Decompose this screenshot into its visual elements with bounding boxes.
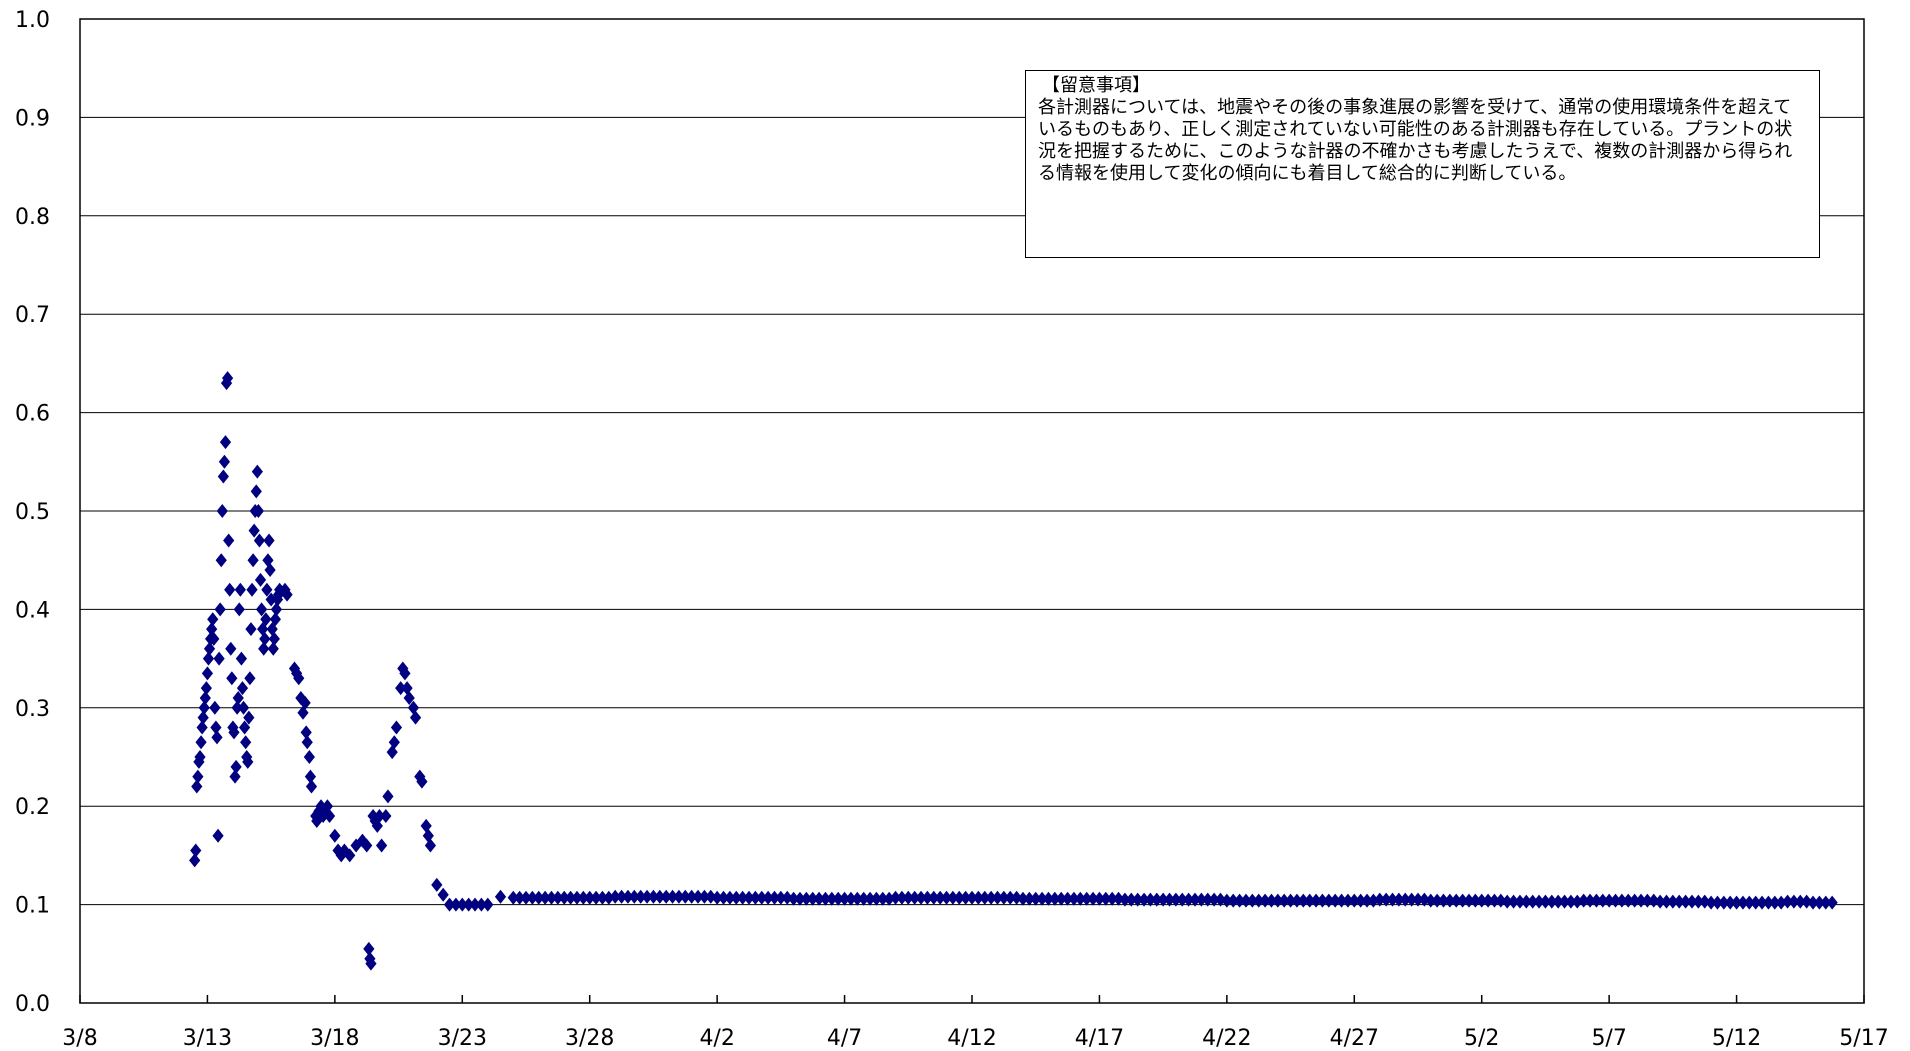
data-point [263, 534, 274, 548]
y-tick-label: 0.4 [15, 598, 50, 623]
data-point [421, 819, 432, 833]
data-point [234, 602, 245, 616]
data-points [189, 371, 1838, 970]
y-tick-label: 1.0 [15, 8, 50, 33]
data-point [255, 573, 266, 587]
data-point [425, 839, 436, 853]
data-point [382, 789, 393, 803]
data-point [244, 671, 255, 685]
data-point [235, 583, 246, 597]
data-point [423, 829, 434, 843]
x-tick-label: 5/12 [1712, 1026, 1761, 1051]
data-point [259, 632, 270, 646]
x-tick-label: 4/7 [827, 1026, 862, 1051]
data-point [391, 720, 402, 734]
y-tick-label: 0.2 [15, 795, 50, 820]
data-point [482, 898, 493, 912]
data-point [207, 612, 218, 626]
x-tick-label: 3/8 [62, 1026, 97, 1051]
x-tick-label: 3/13 [183, 1026, 232, 1051]
data-point [202, 666, 213, 680]
data-point [410, 711, 421, 725]
x-tick-label: 4/2 [699, 1026, 734, 1051]
data-point [251, 484, 262, 498]
data-point [225, 642, 236, 656]
data-point [302, 735, 313, 749]
data-point [262, 553, 273, 567]
data-point [264, 563, 275, 577]
y-tick-label: 0.9 [15, 106, 50, 131]
x-tick-label: 5/7 [1591, 1026, 1626, 1051]
data-point [252, 465, 263, 479]
data-point [247, 553, 258, 567]
data-point [190, 843, 201, 857]
y-tick-label: 0.1 [15, 894, 50, 919]
x-tick-label: 3/18 [310, 1026, 359, 1051]
y-axis-tick-labels: 0.0 0.1 0.2 0.3 0.4 0.5 0.6 0.7 0.8 0.9 1.0 [15, 8, 50, 1017]
y-tick-label: 0.8 [15, 205, 50, 230]
data-point [223, 534, 234, 548]
data-point [304, 750, 315, 764]
x-tick-label: 5/17 [1839, 1026, 1888, 1051]
data-point [216, 553, 227, 567]
data-point [192, 770, 203, 784]
x-tick-label: 4/17 [1075, 1026, 1124, 1051]
data-point [269, 632, 280, 646]
x-tick-label: 4/22 [1202, 1026, 1251, 1051]
data-point [214, 652, 225, 666]
data-point [236, 652, 247, 666]
data-point [211, 730, 222, 744]
data-point [495, 890, 506, 904]
x-tick-label: 4/27 [1330, 1026, 1379, 1051]
data-point [215, 602, 226, 616]
caution-note-body: 各計測器については、地震やその後の事象進展の影響を受けて、通常の使用環境条件を超… [1038, 97, 1805, 185]
data-point [401, 681, 412, 695]
data-point [376, 839, 387, 853]
x-tick-label: 3/28 [565, 1026, 614, 1051]
data-point [306, 780, 317, 794]
data-point [438, 888, 449, 902]
y-tick-label: 0.5 [15, 500, 50, 525]
data-point [209, 701, 220, 715]
data-point [1827, 896, 1838, 910]
y-tick-label: 0.3 [15, 697, 50, 722]
data-point [246, 583, 257, 597]
data-point [217, 504, 228, 518]
y-tick-label: 0.6 [15, 402, 50, 427]
data-point [329, 829, 340, 843]
data-point [245, 622, 256, 636]
x-tick-label: 5/2 [1464, 1026, 1499, 1051]
x-tick-label: 4/12 [947, 1026, 996, 1051]
data-point [220, 435, 231, 449]
data-point [240, 735, 251, 749]
caution-note-box: 【留意事項】 各計測器については、地震やその後の事象進展の影響を受けて、通常の使… [1025, 70, 1820, 258]
data-point [231, 760, 242, 774]
data-point [212, 829, 223, 843]
data-point [431, 878, 442, 892]
x-tick-label: 3/23 [438, 1026, 487, 1051]
caution-note-title: 【留意事項】 [1038, 75, 1805, 97]
data-point [219, 455, 230, 469]
data-point [201, 681, 212, 695]
data-point [195, 735, 206, 749]
data-point [224, 583, 235, 597]
data-point [226, 671, 237, 685]
y-tick-label: 0.0 [15, 992, 50, 1017]
data-point [380, 809, 391, 823]
data-point [218, 470, 229, 484]
y-tick-label: 0.7 [15, 303, 50, 328]
data-point [387, 745, 398, 759]
data-point [389, 735, 400, 749]
